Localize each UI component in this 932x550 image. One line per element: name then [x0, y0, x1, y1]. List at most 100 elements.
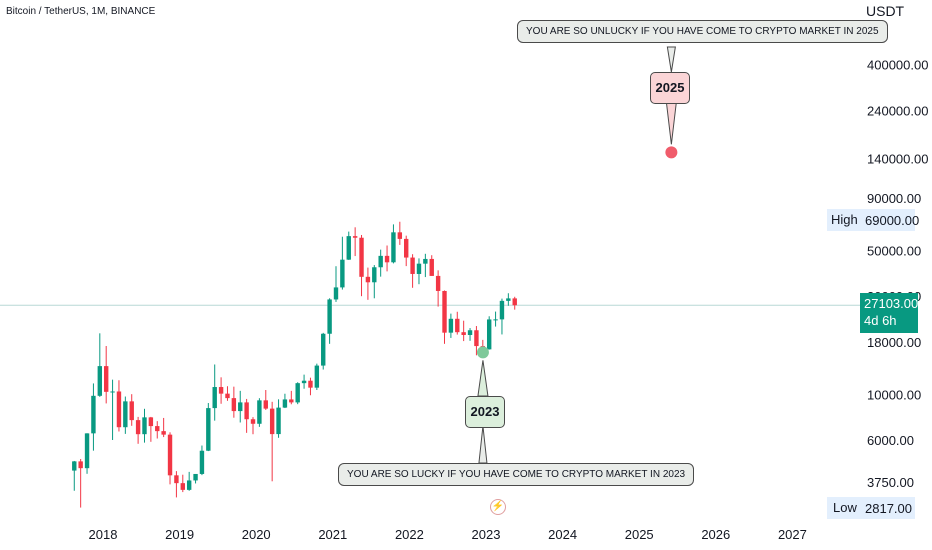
candle-body — [257, 400, 262, 424]
unlucky-callout: YOU ARE SO UNLUCKY IF YOU HAVE COME TO C… — [517, 20, 888, 43]
y-tick-label: 6000.00 — [867, 433, 914, 448]
lucky-callout: YOU ARE SO LUCKY IF YOU HAVE COME TO CRY… — [338, 463, 695, 486]
y-tick-label: 90000.00 — [867, 191, 921, 206]
low-value: 2817.00 — [865, 501, 912, 516]
candle-body — [193, 473, 198, 481]
high-label: High — [831, 212, 858, 227]
candle-body — [512, 298, 517, 306]
candle-body — [333, 287, 339, 300]
candle-body — [499, 300, 505, 320]
candle-body — [78, 461, 83, 469]
x-tick-label: 2020 — [242, 527, 271, 542]
candle-body — [116, 391, 122, 428]
x-tick-label: 2018 — [89, 527, 118, 542]
low-badge: Low 2817.00 — [827, 497, 915, 519]
chart-title: Bitcoin / TetherUS, 1M, BINANCE — [6, 6, 156, 17]
marker-2023-dot — [476, 346, 489, 359]
candle-body — [416, 263, 422, 274]
candle-body — [84, 433, 90, 469]
candle-body — [378, 255, 383, 268]
x-tick-label: 2019 — [165, 527, 194, 542]
candle-body — [404, 238, 409, 258]
candle-body — [218, 387, 224, 394]
candle-body — [442, 290, 447, 333]
candle-body — [142, 417, 147, 435]
candle-body — [423, 258, 428, 264]
candle-body — [174, 475, 179, 484]
event-bolt-icon[interactable]: ⚡ — [490, 499, 506, 515]
x-tick-label: 2026 — [701, 527, 730, 542]
candle-body — [206, 408, 211, 451]
candle-body — [135, 420, 141, 435]
candle-body — [397, 232, 403, 239]
y-tick-label: 3750.00 — [867, 475, 914, 490]
candle-body — [212, 387, 217, 409]
callout-2023-pointer — [478, 425, 488, 464]
marker-year-2025: 2025 — [650, 72, 690, 104]
candle-body — [308, 380, 313, 388]
x-tick-label: 2025 — [625, 527, 654, 542]
candle-body — [103, 366, 109, 392]
candle-body — [263, 400, 268, 409]
y-tick-label: 50000.00 — [867, 244, 921, 259]
candle-body — [180, 483, 185, 490]
candle-body — [282, 399, 288, 408]
x-tick-label: 2024 — [548, 527, 577, 542]
candle-body — [467, 330, 473, 335]
candle-body — [289, 399, 294, 403]
marker-2025-dot — [665, 146, 678, 159]
candle-body — [486, 319, 492, 350]
y-tick-label: 140000.00 — [867, 152, 928, 167]
candle-body — [276, 407, 281, 435]
current-price-value: 27103.00 — [864, 296, 919, 311]
candle-body — [199, 450, 205, 474]
y-tick-label: 400000.00 — [867, 58, 928, 73]
y-tick-label: 18000.00 — [867, 335, 921, 350]
candle-body — [493, 319, 498, 321]
candle-body — [167, 434, 173, 476]
candle-body — [129, 401, 134, 421]
current-price-tag: 27103.00 4d 6h — [860, 293, 918, 333]
x-tick-label: 2023 — [472, 527, 501, 542]
candle-body — [186, 480, 192, 490]
high-badge: High 69000.00 — [827, 209, 919, 231]
high-value: 69000.00 — [865, 213, 920, 228]
candle-body — [340, 259, 345, 288]
marker-2025-pointer — [665, 101, 677, 145]
candle-body — [506, 298, 511, 301]
candle-body — [352, 236, 358, 238]
price-unit: USDT — [866, 3, 905, 19]
candle-body — [301, 380, 307, 384]
candle-body — [110, 391, 115, 393]
candle-body — [97, 366, 103, 396]
candle-body — [314, 365, 320, 388]
candle-body — [225, 393, 230, 399]
candle-body — [269, 408, 275, 435]
candle-body — [384, 255, 390, 263]
candle-body — [148, 417, 154, 427]
candle-body — [295, 383, 300, 403]
callout-2025-pointer — [666, 46, 676, 73]
candle-body — [123, 401, 128, 428]
candle-body — [346, 236, 351, 260]
x-tick-label: 2021 — [318, 527, 347, 542]
y-tick-label: 240000.00 — [867, 103, 928, 118]
low-label: Low — [833, 500, 857, 515]
candle-body — [72, 461, 77, 471]
candle-body — [461, 332, 466, 335]
candle-body — [429, 258, 434, 276]
candle-body — [321, 333, 326, 366]
candle-body — [327, 299, 332, 334]
candle-body — [244, 402, 249, 420]
candle-body — [455, 318, 460, 333]
x-tick-label: 2027 — [778, 527, 807, 542]
candle-body — [365, 276, 371, 283]
y-tick-label: 10000.00 — [867, 387, 921, 402]
candle-body — [435, 275, 441, 291]
marker-year-2023: 2023 — [465, 396, 505, 428]
candle-body — [91, 395, 96, 434]
candle-body — [391, 232, 396, 263]
marker-2023-pointer — [477, 360, 489, 397]
candle-body — [161, 431, 166, 435]
